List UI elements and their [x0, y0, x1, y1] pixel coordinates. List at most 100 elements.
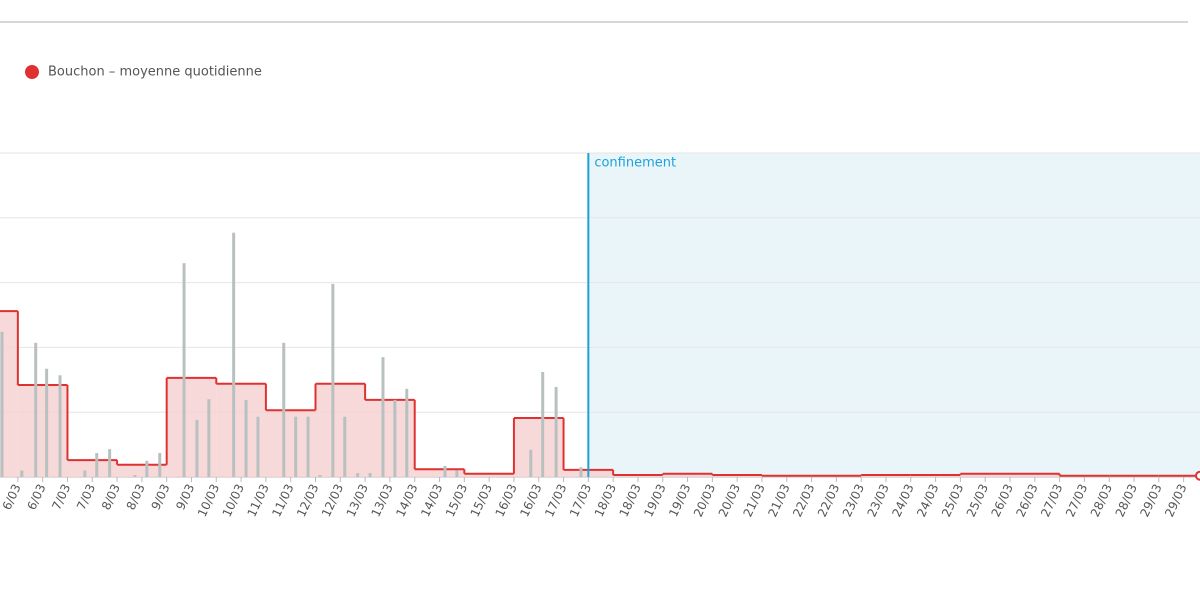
bar [45, 368, 49, 477]
bar [554, 386, 558, 477]
annotation-label: confinement [594, 156, 676, 171]
bar [541, 372, 545, 477]
bar [405, 388, 409, 477]
step-area [315, 383, 366, 477]
x-tick-label: 8/03 [124, 482, 148, 512]
x-tick-label: 14/03 [393, 482, 420, 519]
step-area [67, 460, 118, 477]
x-tick-label: 6/03 [0, 482, 24, 512]
x-tick-label: 26/03 [989, 482, 1016, 519]
bar [0, 331, 4, 477]
x-tick-label: 11/03 [269, 482, 296, 519]
x-tick-label: 6/03 [24, 482, 48, 512]
x-tick-label: 19/03 [666, 482, 693, 519]
legend-marker [25, 65, 39, 79]
x-tick-label: 17/03 [542, 482, 569, 519]
x-tick-label: 25/03 [939, 482, 966, 519]
bar [244, 399, 248, 477]
bar [58, 375, 62, 477]
marks-layer [0, 232, 1200, 477]
step-area [117, 464, 167, 477]
bar [381, 357, 385, 477]
x-tick-label: 18/03 [592, 482, 619, 519]
x-tick-label: 22/03 [790, 482, 817, 519]
bar [207, 399, 211, 477]
x-tick-label: 23/03 [865, 482, 892, 519]
bar [356, 473, 360, 477]
annotation-shade [588, 153, 1200, 477]
x-tick-label: 28/03 [1088, 482, 1115, 519]
bar [83, 470, 87, 477]
bar [20, 470, 24, 477]
end-marker [1195, 470, 1200, 481]
x-tick-label: 16/03 [517, 482, 544, 519]
x-tick-label: 27/03 [1038, 482, 1065, 519]
x-tick-label: 12/03 [294, 482, 321, 519]
bar [331, 283, 335, 477]
bar [294, 416, 298, 477]
step-area [0, 311, 18, 477]
step-area [960, 473, 1011, 477]
x-tick-label: 9/03 [148, 482, 172, 512]
x-tick-label: 15/03 [468, 482, 495, 519]
x-tick-label: 17/03 [567, 482, 594, 519]
step-area [1010, 473, 1060, 477]
x-tick-label: 29/03 [1162, 482, 1189, 519]
x-tick-label: 10/03 [220, 482, 247, 519]
bar [443, 465, 447, 477]
x-tick-label: 7/03 [49, 482, 73, 512]
x-tick-label: 22/03 [815, 482, 842, 519]
bar [145, 460, 149, 477]
bar [256, 416, 260, 477]
x-tick-label: 10/03 [195, 482, 222, 519]
x-tick-label: 23/03 [840, 482, 867, 519]
legend-label: Bouchon – moyenne quotidienne [48, 65, 262, 80]
x-tick-label: 14/03 [418, 482, 445, 519]
bar [306, 416, 310, 477]
x-tick-label: 13/03 [368, 482, 395, 519]
x-tick-label: 24/03 [914, 482, 941, 519]
x-tick-label: 27/03 [1063, 482, 1090, 519]
x-tick-label: 19/03 [641, 482, 668, 519]
bar [133, 475, 137, 477]
x-tick-label: 26/03 [1013, 482, 1040, 519]
bar [318, 475, 322, 477]
x-tick-label: 21/03 [765, 482, 792, 519]
bar [195, 419, 199, 477]
bar [579, 467, 583, 477]
x-tick-label: 21/03 [741, 482, 768, 519]
bar [529, 449, 533, 477]
bar [232, 232, 236, 477]
x-tick-label: 7/03 [74, 482, 98, 512]
step-area [464, 473, 514, 477]
x-tick-label: 16/03 [493, 482, 520, 519]
bar [108, 449, 112, 477]
bar [393, 399, 397, 477]
x-tick-label: 13/03 [344, 482, 371, 519]
bar [282, 342, 286, 477]
x-tick-label: 11/03 [244, 482, 271, 519]
bar [455, 470, 459, 477]
x-tick-label: 28/03 [1113, 482, 1140, 519]
x-tick-label: 25/03 [964, 482, 991, 519]
x-tick-label: 8/03 [99, 482, 123, 512]
x-tick-label: 20/03 [716, 482, 743, 519]
bar [182, 263, 186, 477]
x-tick-label: 24/03 [889, 482, 916, 519]
step-area [662, 473, 713, 477]
bar [34, 342, 38, 477]
bar [343, 416, 347, 477]
step-area [414, 469, 465, 477]
bar [368, 473, 372, 477]
x-tick-label: 12/03 [319, 482, 346, 519]
x-tick-label: 9/03 [173, 482, 197, 512]
x-tick-label: 15/03 [443, 482, 470, 519]
shade-layer [588, 153, 1200, 477]
x-tick-label: 20/03 [691, 482, 718, 519]
bar [158, 453, 162, 477]
bar [95, 453, 99, 477]
x-tick-label: 18/03 [617, 482, 644, 519]
x-tick-label: 29/03 [1137, 482, 1164, 519]
